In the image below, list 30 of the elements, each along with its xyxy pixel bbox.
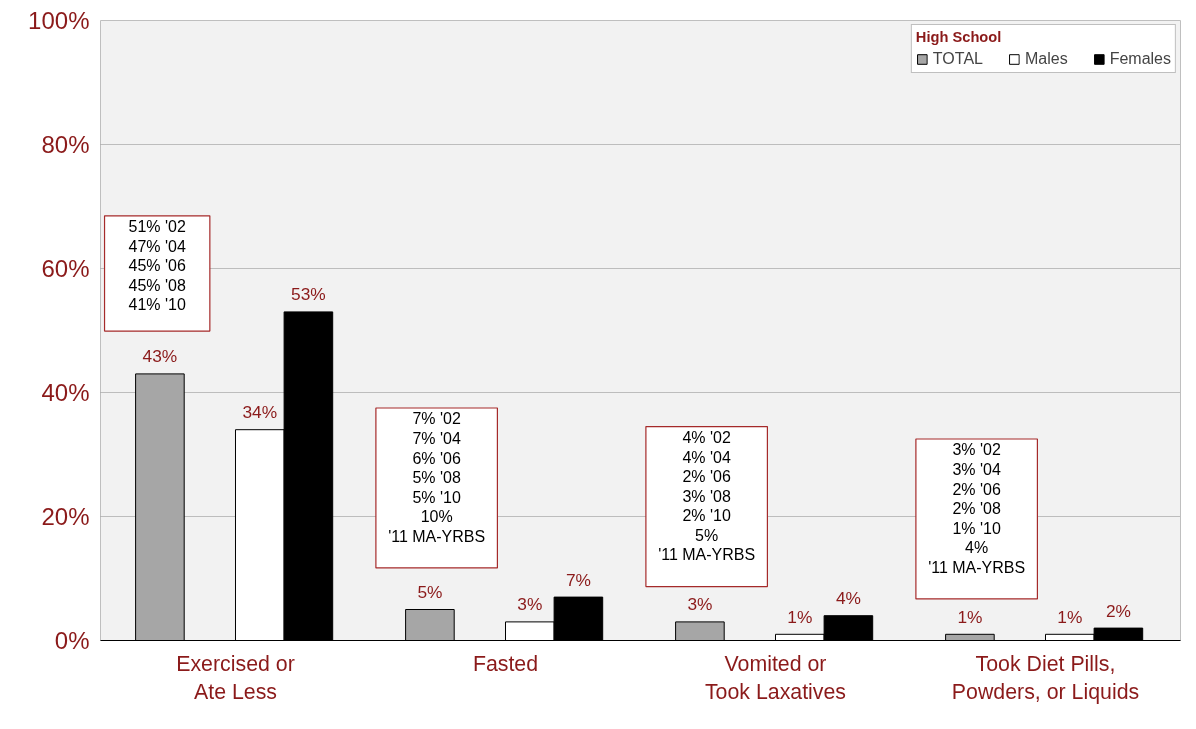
x-tick-label: Took Diet Pills, Powders, or Liquids bbox=[951, 651, 1140, 705]
data-label: 34% bbox=[242, 402, 278, 423]
y-tick-label: 60% bbox=[41, 255, 90, 282]
annotation: 51% '02 47% '04 45% '06 45% '08 41% '10 bbox=[128, 218, 186, 314]
data-label: 3% bbox=[517, 594, 543, 615]
annotation: 3% '02 3% '04 2% '06 2% '08 1% '10 4% '11 MA-YRBS bbox=[928, 441, 1026, 576]
annotation: 4% '02 4% '04 2% '06 3% '08 2% '10 5% '11 MA-YRBS bbox=[658, 429, 756, 564]
legend-title: High School bbox=[915, 29, 1003, 45]
y-tick-label: 80% bbox=[41, 131, 90, 158]
data-label: 5% bbox=[417, 582, 443, 603]
data-label: 1% bbox=[787, 606, 813, 627]
data-label: 7% bbox=[565, 569, 591, 590]
legend-label: Males bbox=[1024, 50, 1068, 68]
data-label: 1% bbox=[1057, 606, 1083, 627]
data-label: 4% bbox=[835, 588, 861, 609]
y-tick-label: 100% bbox=[28, 7, 90, 34]
x-tick-label: Vomited or Took Laxatives bbox=[704, 651, 847, 705]
x-tick-label: Fasted bbox=[472, 651, 539, 676]
data-label: 43% bbox=[142, 346, 178, 367]
data-label: 53% bbox=[291, 284, 326, 305]
data-label: 1% bbox=[957, 606, 983, 627]
x-tick-label: Exercised or Ate Less bbox=[176, 651, 295, 705]
data-label: 3% bbox=[687, 594, 713, 615]
y-tick-label: 40% bbox=[41, 379, 90, 406]
y-tick-label: 0% bbox=[54, 627, 90, 654]
legend-label: TOTAL bbox=[932, 50, 983, 68]
y-tick-label: 20% bbox=[41, 503, 90, 530]
annotation: 7% '02 7% '04 6% '06 5% '08 5% '10 10% '11 MA-YRBS bbox=[388, 410, 486, 545]
data-label: 2% bbox=[1105, 600, 1131, 621]
legend-label: Females bbox=[1109, 50, 1171, 68]
